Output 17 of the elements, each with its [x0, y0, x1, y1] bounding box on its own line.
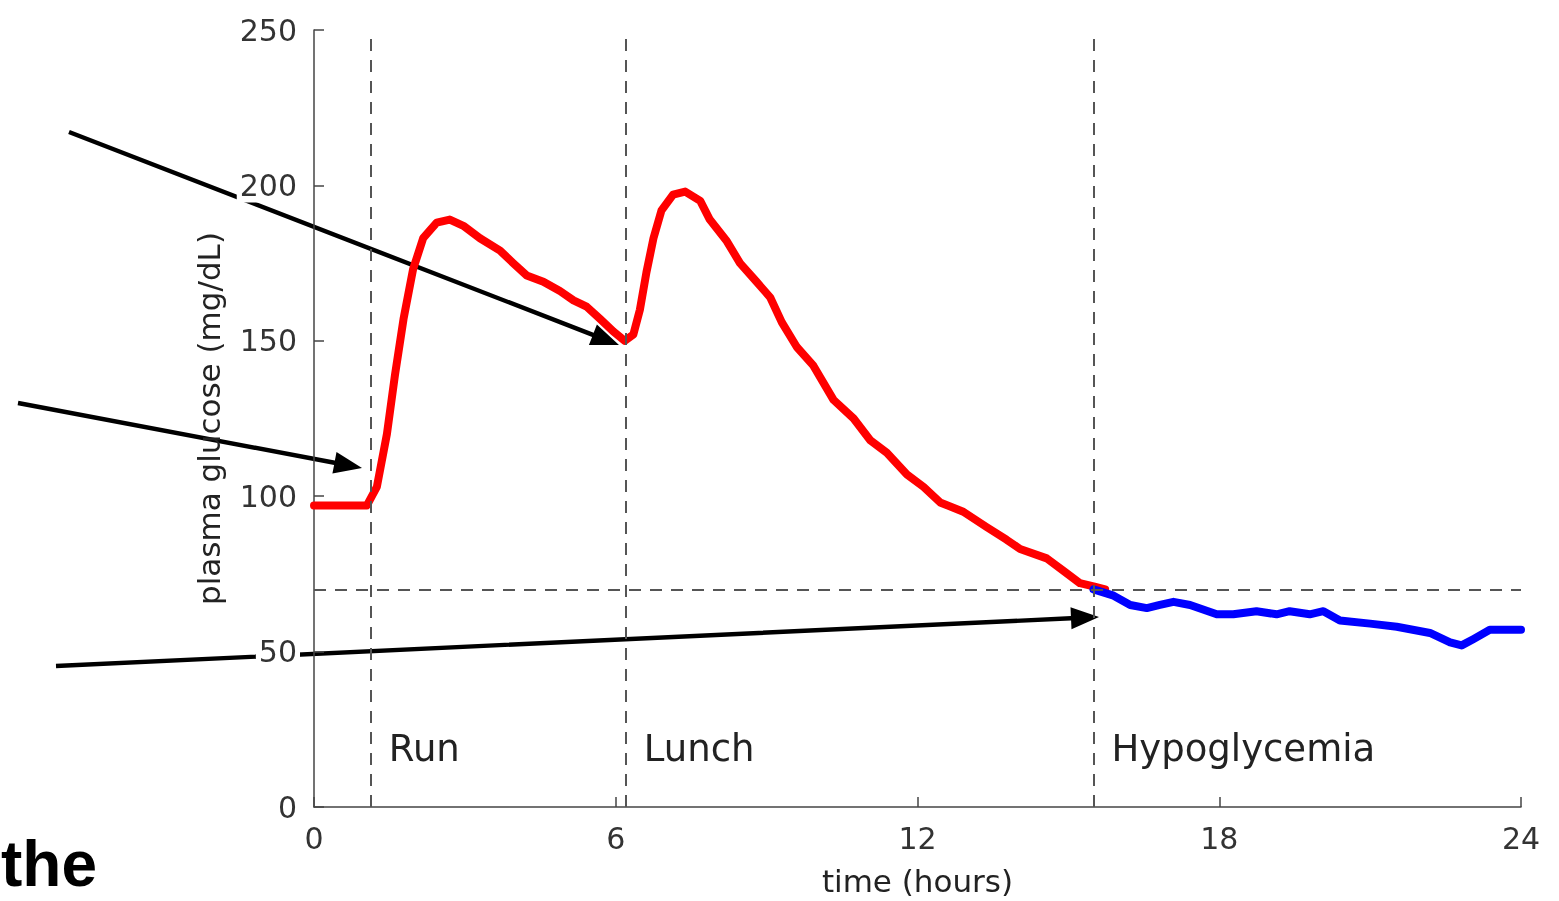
y-tick-label: 50 — [258, 634, 297, 670]
ref-line-label: Lunch — [643, 726, 755, 770]
y-tick-label: 150 — [239, 323, 297, 359]
y-tick-label: 200 — [239, 167, 297, 203]
y-axis-title: plasma glucose (mg/dL) — [190, 232, 227, 605]
x-tick-label: 12 — [898, 820, 937, 856]
y-tick-label: 100 — [239, 478, 297, 514]
y-tick-label: 250 — [239, 12, 297, 48]
text: the — [1, 828, 97, 900]
ref-line-label: Run — [388, 726, 460, 770]
x-tick-label: 18 — [1200, 820, 1239, 856]
y-tick-label: 0 — [277, 789, 297, 825]
x-axis-title: time (hours) — [821, 862, 1014, 899]
x-tick-label: 24 — [1501, 820, 1541, 856]
x-tick-label: 6 — [606, 820, 626, 856]
ref-line-label: Hypoglycemia — [1111, 726, 1376, 770]
x-tick-label: 0 — [304, 820, 324, 856]
